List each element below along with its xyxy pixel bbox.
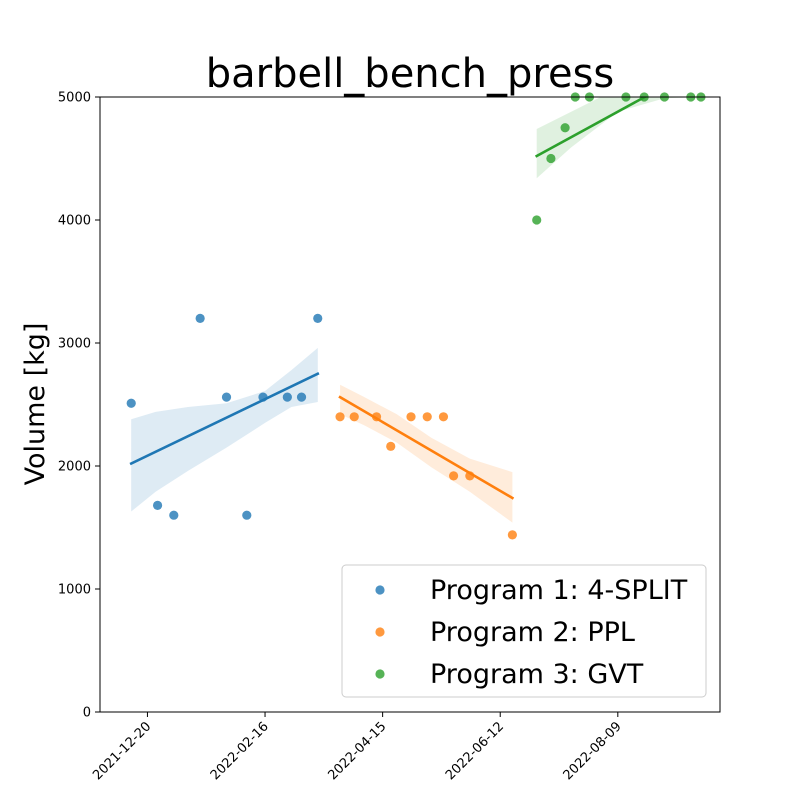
x-tick-label: 2022-06-12 — [443, 719, 507, 783]
legend-label: Program 1: 4-SPLIT — [430, 575, 688, 606]
x-tick-label: 2022-08-09 — [561, 719, 625, 783]
data-point — [422, 412, 432, 422]
data-point — [386, 441, 396, 451]
x-axis-ticks: 2021-12-20 2022-02-16 2022-04-15 2022-06-12… — [90, 712, 625, 783]
y-tick-label: 4000 — [58, 214, 91, 229]
data-point — [169, 510, 179, 520]
data-point — [152, 500, 163, 510]
data-point — [507, 530, 517, 540]
trend-lines — [129, 97, 648, 500]
legend-label: Program 3: GVT — [430, 659, 644, 690]
y-tick-label: 1000 — [58, 583, 91, 598]
legend-box — [341, 564, 707, 698]
confidence-bands — [131, 97, 701, 523]
x-tick-label: 2022-04-15 — [325, 719, 389, 783]
plot-frame — [99, 96, 721, 713]
trend-line-series-1 — [129, 372, 320, 466]
data-point — [546, 153, 556, 164]
y-axis-label: Volume [kg] — [20, 323, 51, 486]
data-point — [242, 510, 252, 520]
y-axis-ticks: 0 1000 2000 3000 4000 5000 — [58, 91, 100, 721]
data-point — [282, 392, 292, 402]
data-point — [296, 392, 307, 402]
confidence-band-series-2 — [340, 384, 513, 523]
data-point — [438, 412, 449, 422]
legend-marker — [375, 669, 385, 679]
confidence-band-series-1 — [131, 347, 318, 512]
legend-marker — [375, 585, 385, 595]
data-point — [406, 412, 416, 422]
legend-marker — [375, 627, 385, 637]
data-point — [532, 215, 542, 225]
trend-line-series-2 — [338, 395, 515, 500]
legend: Program 1: 4-SPLIT Program 2: PPL Program … — [341, 564, 707, 698]
data-point — [313, 313, 323, 323]
y-tick-label: 3000 — [58, 337, 91, 352]
data-point — [465, 471, 475, 481]
data-point — [221, 392, 232, 402]
y-tick-label: 0 — [83, 706, 91, 721]
data-point — [335, 412, 345, 422]
y-tick-label: 2000 — [58, 460, 91, 475]
data-point — [195, 313, 205, 323]
chart-title: barbell_bench_press — [206, 51, 615, 97]
data-point — [349, 412, 359, 422]
y-tick-label: 5000 — [58, 91, 91, 106]
data-point — [560, 123, 570, 133]
legend-label: Program 2: PPL — [430, 617, 635, 648]
x-tick-label: 2021-12-20 — [90, 719, 154, 783]
data-point — [371, 412, 382, 422]
x-tick-label: 2022-02-16 — [208, 719, 272, 783]
data-point — [258, 392, 268, 402]
trend-line-series-3 — [534, 97, 648, 158]
confidence-band-series-3 — [536, 97, 701, 179]
data-point — [126, 398, 136, 408]
data-point — [448, 471, 459, 481]
data-points — [126, 92, 706, 540]
